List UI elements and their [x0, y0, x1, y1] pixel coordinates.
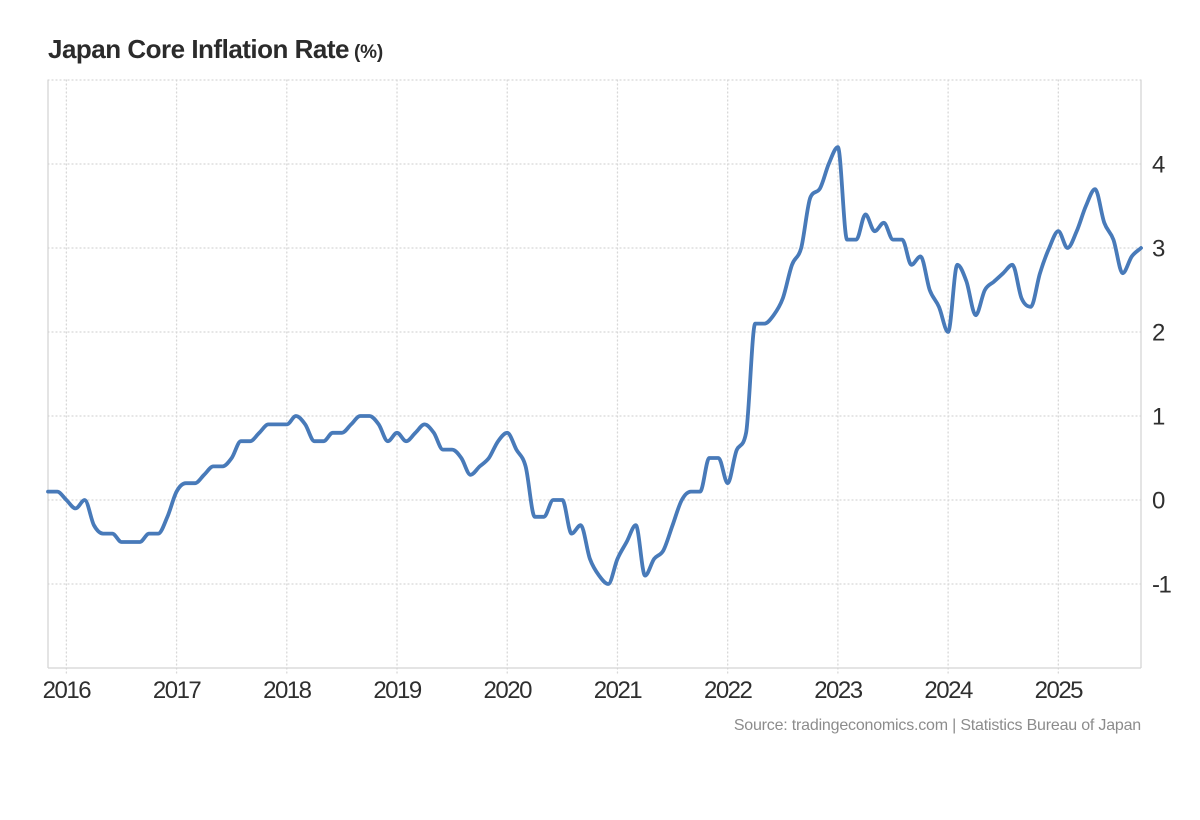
y-axis-label--1: -1 [1152, 572, 1171, 599]
source-attribution: Source: tradingeconomics.com | Statistic… [733, 717, 1141, 734]
chart-title: Japan Core Inflation Rate (%) [48, 36, 383, 62]
y-axis-label-3: 3 [1152, 236, 1165, 263]
chart-title-unit: (%) [354, 42, 383, 63]
chart-title-text: Japan Core Inflation Rate [48, 34, 350, 64]
y-axis-label-1: 1 [1152, 404, 1165, 431]
x-axis-label-2021: 2021 [594, 677, 643, 704]
x-axis-label-2022: 2022 [704, 677, 753, 704]
x-axis-label-2016: 2016 [43, 677, 92, 704]
x-axis-label-2017: 2017 [153, 677, 202, 704]
inflation-series-line[interactable] [46, 145, 1143, 586]
x-axis-label-2018: 2018 [263, 677, 312, 704]
y-axis-label-4: 4 [1152, 152, 1165, 179]
x-axis-label-2019: 2019 [373, 677, 422, 704]
x-axis-label-2023: 2023 [814, 677, 863, 704]
x-axis-label-2024: 2024 [924, 677, 973, 704]
x-axis-label-2025: 2025 [1035, 677, 1084, 704]
y-axis-label-2: 2 [1152, 320, 1165, 347]
y-axis-label-0: 0 [1152, 488, 1165, 515]
x-axis-label-2020: 2020 [484, 677, 533, 704]
